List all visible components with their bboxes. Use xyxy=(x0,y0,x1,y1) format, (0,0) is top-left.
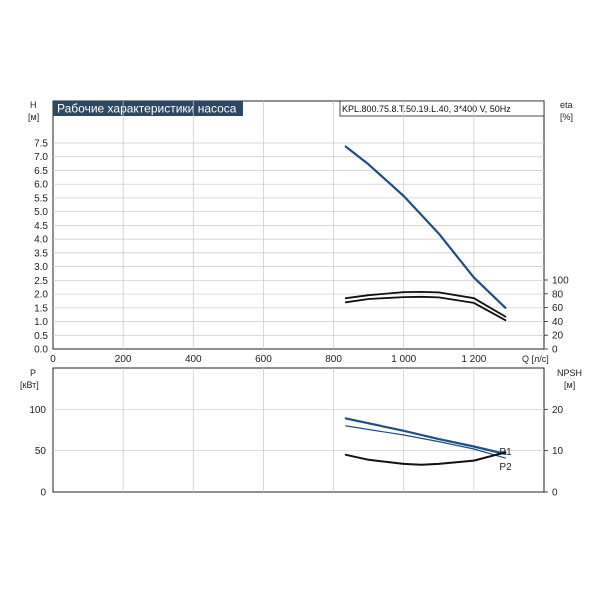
eta-axis-label: eta xyxy=(560,100,573,110)
top-series xyxy=(344,145,507,322)
eta-axis-unit: [%] xyxy=(560,112,573,122)
h-tick-label: 4.0 xyxy=(34,235,48,246)
p-tick-label: 0 xyxy=(40,488,46,499)
top-grid xyxy=(53,101,544,349)
x-tick-label: 0 xyxy=(50,354,56,365)
eta-tick-label: 20 xyxy=(552,331,564,342)
h-tick-label: 1.0 xyxy=(34,317,48,328)
bottom-series-line-2 xyxy=(344,451,507,466)
bottom-series-line-0 xyxy=(344,417,507,456)
npsh-axis-unit: [м] xyxy=(564,380,575,390)
p-tick-label: 50 xyxy=(35,446,47,457)
top-plot-frame xyxy=(52,100,545,350)
h-tick-label: 7.0 xyxy=(34,152,48,163)
npsh-tick-label: 20 xyxy=(552,405,564,416)
h-tick-label: 3.0 xyxy=(34,262,48,273)
model-label: KPL.800.75.8.T.50.19.L.40, 3*400 V, 50Hz xyxy=(342,104,511,114)
x-tick-label: 1 000 xyxy=(391,354,416,365)
h-tick-label: 6.0 xyxy=(34,180,48,191)
npsh-tick-label: 0 xyxy=(552,488,558,499)
eta-tick-label: 40 xyxy=(552,317,564,328)
h-tick-label: 5.5 xyxy=(34,193,48,204)
eta-tick-label: 100 xyxy=(552,276,569,287)
head-axis-label: H xyxy=(30,100,37,110)
x-tick-label: 800 xyxy=(325,354,342,365)
npsh-tick-label: 10 xyxy=(552,446,564,457)
series-label-p2: P2 xyxy=(499,462,512,473)
power-axis-label: P xyxy=(30,368,36,378)
bottom-grid xyxy=(53,368,544,492)
p-tick-label: 100 xyxy=(29,405,46,416)
h-tick-label: 7.5 xyxy=(34,139,48,150)
bottom-ticks: 0 50 100 0 10 20 xyxy=(29,405,563,499)
h-tick-label: 2.0 xyxy=(34,290,48,301)
flow-axis-label: Q [л/с] xyxy=(522,354,549,364)
title-box xyxy=(53,101,243,116)
head-axis-unit: [м] xyxy=(28,112,39,122)
h-tick-label: 1.5 xyxy=(34,303,48,314)
h-tick-label: 0.0 xyxy=(34,345,48,356)
npsh-axis-label: NPSH xyxy=(557,368,582,378)
h-tick-label: 5.0 xyxy=(34,207,48,218)
top-ticks: 0 200 400 600 800 1 000 1 2000.00.51.01.52.02.… xyxy=(34,139,569,366)
h-tick-label: 2.5 xyxy=(34,276,48,287)
top-series-line-0 xyxy=(344,145,507,309)
h-tick-label: 6.5 xyxy=(34,166,48,177)
top-series-line-2 xyxy=(344,295,507,322)
h-tick-label: 0.5 xyxy=(34,331,48,342)
chart-title: Рабочие характеристики насоса xyxy=(57,102,237,116)
bottom-plot-frame xyxy=(52,367,545,493)
x-tick-label: 400 xyxy=(185,354,202,365)
eta-tick-label: 60 xyxy=(552,303,564,314)
h-tick-label: 3.5 xyxy=(34,248,48,259)
top-series-line-1 xyxy=(344,290,507,318)
model-box xyxy=(339,100,545,117)
bottom-series-line-1 xyxy=(345,425,506,459)
h-tick-label: 4.5 xyxy=(34,221,48,232)
x-tick-label: 200 xyxy=(115,354,132,365)
x-tick-label: 600 xyxy=(255,354,272,365)
eta-tick-label: 80 xyxy=(552,289,564,300)
x-tick-label: 1 200 xyxy=(461,354,486,365)
eta-tick-label: 0 xyxy=(552,345,558,356)
power-axis-unit: [кВт] xyxy=(20,380,39,390)
